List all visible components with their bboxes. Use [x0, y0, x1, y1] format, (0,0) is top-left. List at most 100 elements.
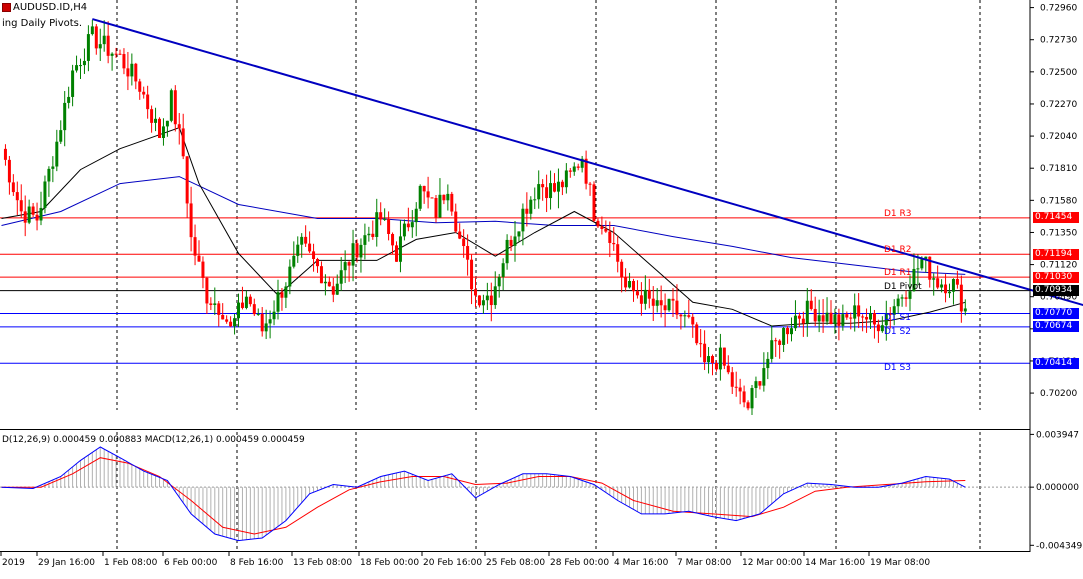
candle-body	[308, 243, 312, 252]
candle-body	[284, 286, 288, 298]
candle-body	[853, 305, 857, 319]
price-tick-label: 0.72040	[1040, 132, 1077, 142]
time-tick-label: 12 Mar 00:00	[742, 558, 802, 568]
candle-body	[158, 118, 161, 139]
candle-body	[726, 365, 730, 373]
candle-body	[55, 141, 59, 167]
candle-body	[493, 286, 497, 306]
candle-body	[537, 184, 541, 200]
candle-body	[584, 158, 588, 184]
candle-body	[825, 312, 829, 322]
candle-body	[106, 35, 110, 56]
candle-body	[288, 266, 292, 287]
candle-body	[900, 297, 904, 299]
candle-body	[86, 34, 90, 61]
candle-body	[300, 236, 304, 245]
candle-body	[809, 300, 813, 309]
candle-body	[572, 166, 576, 172]
candle-body	[347, 262, 351, 266]
candle-body	[896, 298, 900, 307]
candle-body	[841, 314, 845, 326]
candle-body	[667, 298, 671, 311]
candle-body	[529, 199, 533, 214]
candle-body	[691, 316, 695, 325]
candle-body	[339, 270, 343, 284]
candle-body	[240, 302, 244, 308]
time-tick-label: 28 Feb 00:00	[550, 558, 609, 568]
candle-body	[556, 181, 560, 192]
candle-body	[916, 268, 920, 270]
candle-body	[869, 313, 872, 320]
candle-body	[410, 222, 414, 228]
candle-body	[612, 242, 616, 245]
candle-body	[462, 238, 466, 247]
candle-body	[805, 300, 809, 324]
candle-body	[79, 65, 82, 67]
candle-body	[932, 278, 936, 280]
candle-body	[639, 295, 643, 304]
descending-trendline	[92, 18, 1083, 307]
candle-body	[920, 259, 924, 269]
candle-body	[766, 358, 770, 369]
time-tick-label: 8 Feb 16:00	[230, 558, 284, 568]
chart-symbol-header: AUDUSD.ID,H4	[2, 2, 87, 13]
candle-body	[793, 315, 797, 329]
candle-body	[485, 295, 489, 301]
candle-body	[707, 356, 711, 363]
candle-body	[252, 304, 256, 315]
candle-body	[67, 96, 71, 103]
candle-body	[146, 94, 150, 110]
candle-body	[442, 194, 446, 201]
candle-body	[797, 315, 801, 319]
pivot-price-tag: 0.71194	[1033, 248, 1079, 260]
candle-body	[521, 208, 525, 232]
candle-body	[75, 65, 79, 71]
candle-body	[47, 168, 51, 182]
candle-body	[517, 231, 521, 237]
pivot-price-tag: 0.71454	[1033, 212, 1079, 224]
candle-body	[951, 279, 955, 292]
candle-body	[513, 236, 517, 246]
candle-body	[422, 185, 426, 192]
candle-body	[801, 318, 805, 324]
candle-body	[695, 324, 699, 344]
time-tick-label: 25 Feb 08:00	[486, 558, 545, 568]
candle-body	[169, 90, 173, 121]
candle-body	[687, 315, 691, 317]
time-tick-label: 19 Mar 08:00	[870, 558, 930, 568]
candle-body	[213, 303, 217, 305]
candle-body	[588, 183, 592, 185]
candle-body	[928, 256, 932, 280]
candle-body	[948, 291, 951, 294]
candle-body	[604, 228, 608, 232]
candle-body	[268, 319, 272, 324]
candle-body	[323, 281, 327, 284]
candle-body	[371, 233, 375, 237]
candle-body	[351, 243, 355, 266]
candle-body	[679, 314, 683, 317]
candle-body	[560, 181, 564, 188]
macd-tick-label: -0.004349	[1036, 541, 1082, 551]
candle-body	[94, 26, 98, 49]
macd-signal-line	[1, 457, 966, 535]
price-tick-label: 0.72270	[1040, 100, 1077, 110]
pivot-label: D1 S1	[884, 313, 911, 324]
candle-body	[845, 314, 849, 318]
pivot-label: D1 S2	[884, 326, 911, 337]
time-tick-label: 20 Feb 16:00	[423, 558, 482, 568]
candle-body	[379, 212, 383, 220]
candle-body	[722, 347, 726, 366]
candle-body	[3, 148, 7, 160]
candle-body	[750, 388, 754, 409]
pivot-price-tag: 0.70414	[1033, 357, 1079, 369]
pivot-label: D1 R2	[884, 245, 912, 256]
candle-body	[762, 368, 766, 386]
candle-body	[173, 90, 177, 125]
candle-body	[481, 300, 485, 306]
candle-body	[576, 166, 580, 168]
candle-body	[742, 391, 746, 403]
candle-body	[778, 340, 782, 345]
time-tick-label: 7 Mar 08:00	[677, 558, 732, 568]
candle-body	[541, 184, 545, 188]
